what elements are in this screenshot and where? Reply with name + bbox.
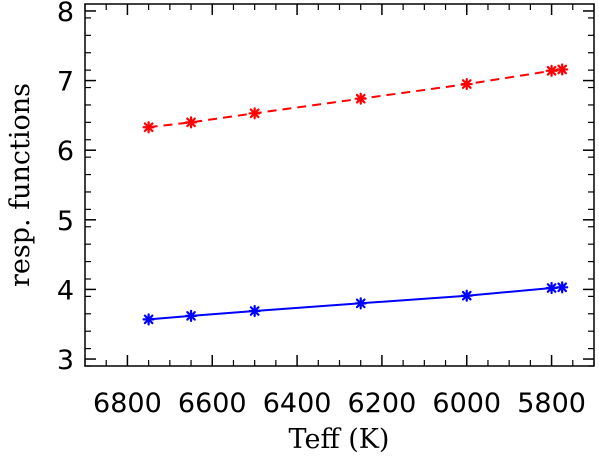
marker-stroke	[461, 290, 472, 301]
data-point-series-1	[184, 116, 198, 129]
x-tick-label: 5800	[517, 388, 586, 419]
tick-labels: 6800 6600 6400 6200 6000 5800 3 4 5 6 7 8	[57, 0, 586, 419]
data-point-series-2	[460, 289, 473, 302]
data-point-series-1	[142, 121, 155, 134]
data-point-series-1	[545, 64, 558, 77]
marker-stroke	[249, 108, 260, 119]
x-axis-title: Teff (K)	[289, 424, 390, 455]
marker-stroke	[546, 65, 557, 76]
data-point-series-1	[354, 92, 367, 105]
y-tick-label: 6	[57, 136, 74, 167]
y-tick-label: 3	[57, 345, 74, 376]
x-tick-label: 6200	[348, 388, 417, 419]
marker-stroke	[355, 93, 366, 104]
data-point-series-2	[184, 309, 198, 322]
marker-stroke	[143, 314, 154, 325]
data-point-series-1	[460, 77, 473, 91]
data-point-series-2	[545, 281, 558, 295]
y-tick-label: 8	[57, 0, 74, 28]
y-tick-label: 7	[57, 67, 74, 98]
marker-stroke	[143, 122, 154, 133]
x-tick-label: 6000	[432, 388, 501, 419]
x-tick-label: 6400	[263, 388, 332, 419]
data-point-series-1	[248, 107, 261, 120]
marker-stroke	[557, 282, 568, 293]
marker-stroke	[461, 79, 472, 89]
marker-stroke	[355, 298, 366, 309]
data-point-series-2	[354, 297, 367, 310]
marker-stroke	[249, 306, 260, 316]
axis-ticks	[84, 4, 595, 367]
series-group	[142, 63, 569, 326]
x-tick-label: 6800	[93, 388, 162, 419]
marker-stroke	[546, 283, 557, 293]
data-point-series-2	[556, 281, 569, 294]
data-point-series-2	[142, 313, 155, 326]
data-point-series-2	[248, 304, 261, 318]
marker-stroke	[186, 311, 196, 321]
plot-frame	[84, 3, 595, 367]
y-axis-title: resp. functions	[5, 83, 36, 287]
marker-stroke	[186, 117, 196, 128]
y-tick-label: 5	[57, 206, 74, 237]
x-tick-label: 6600	[178, 388, 247, 419]
marker-stroke	[557, 64, 568, 75]
y-tick-label: 4	[57, 275, 74, 306]
data-point-series-1	[556, 63, 569, 76]
